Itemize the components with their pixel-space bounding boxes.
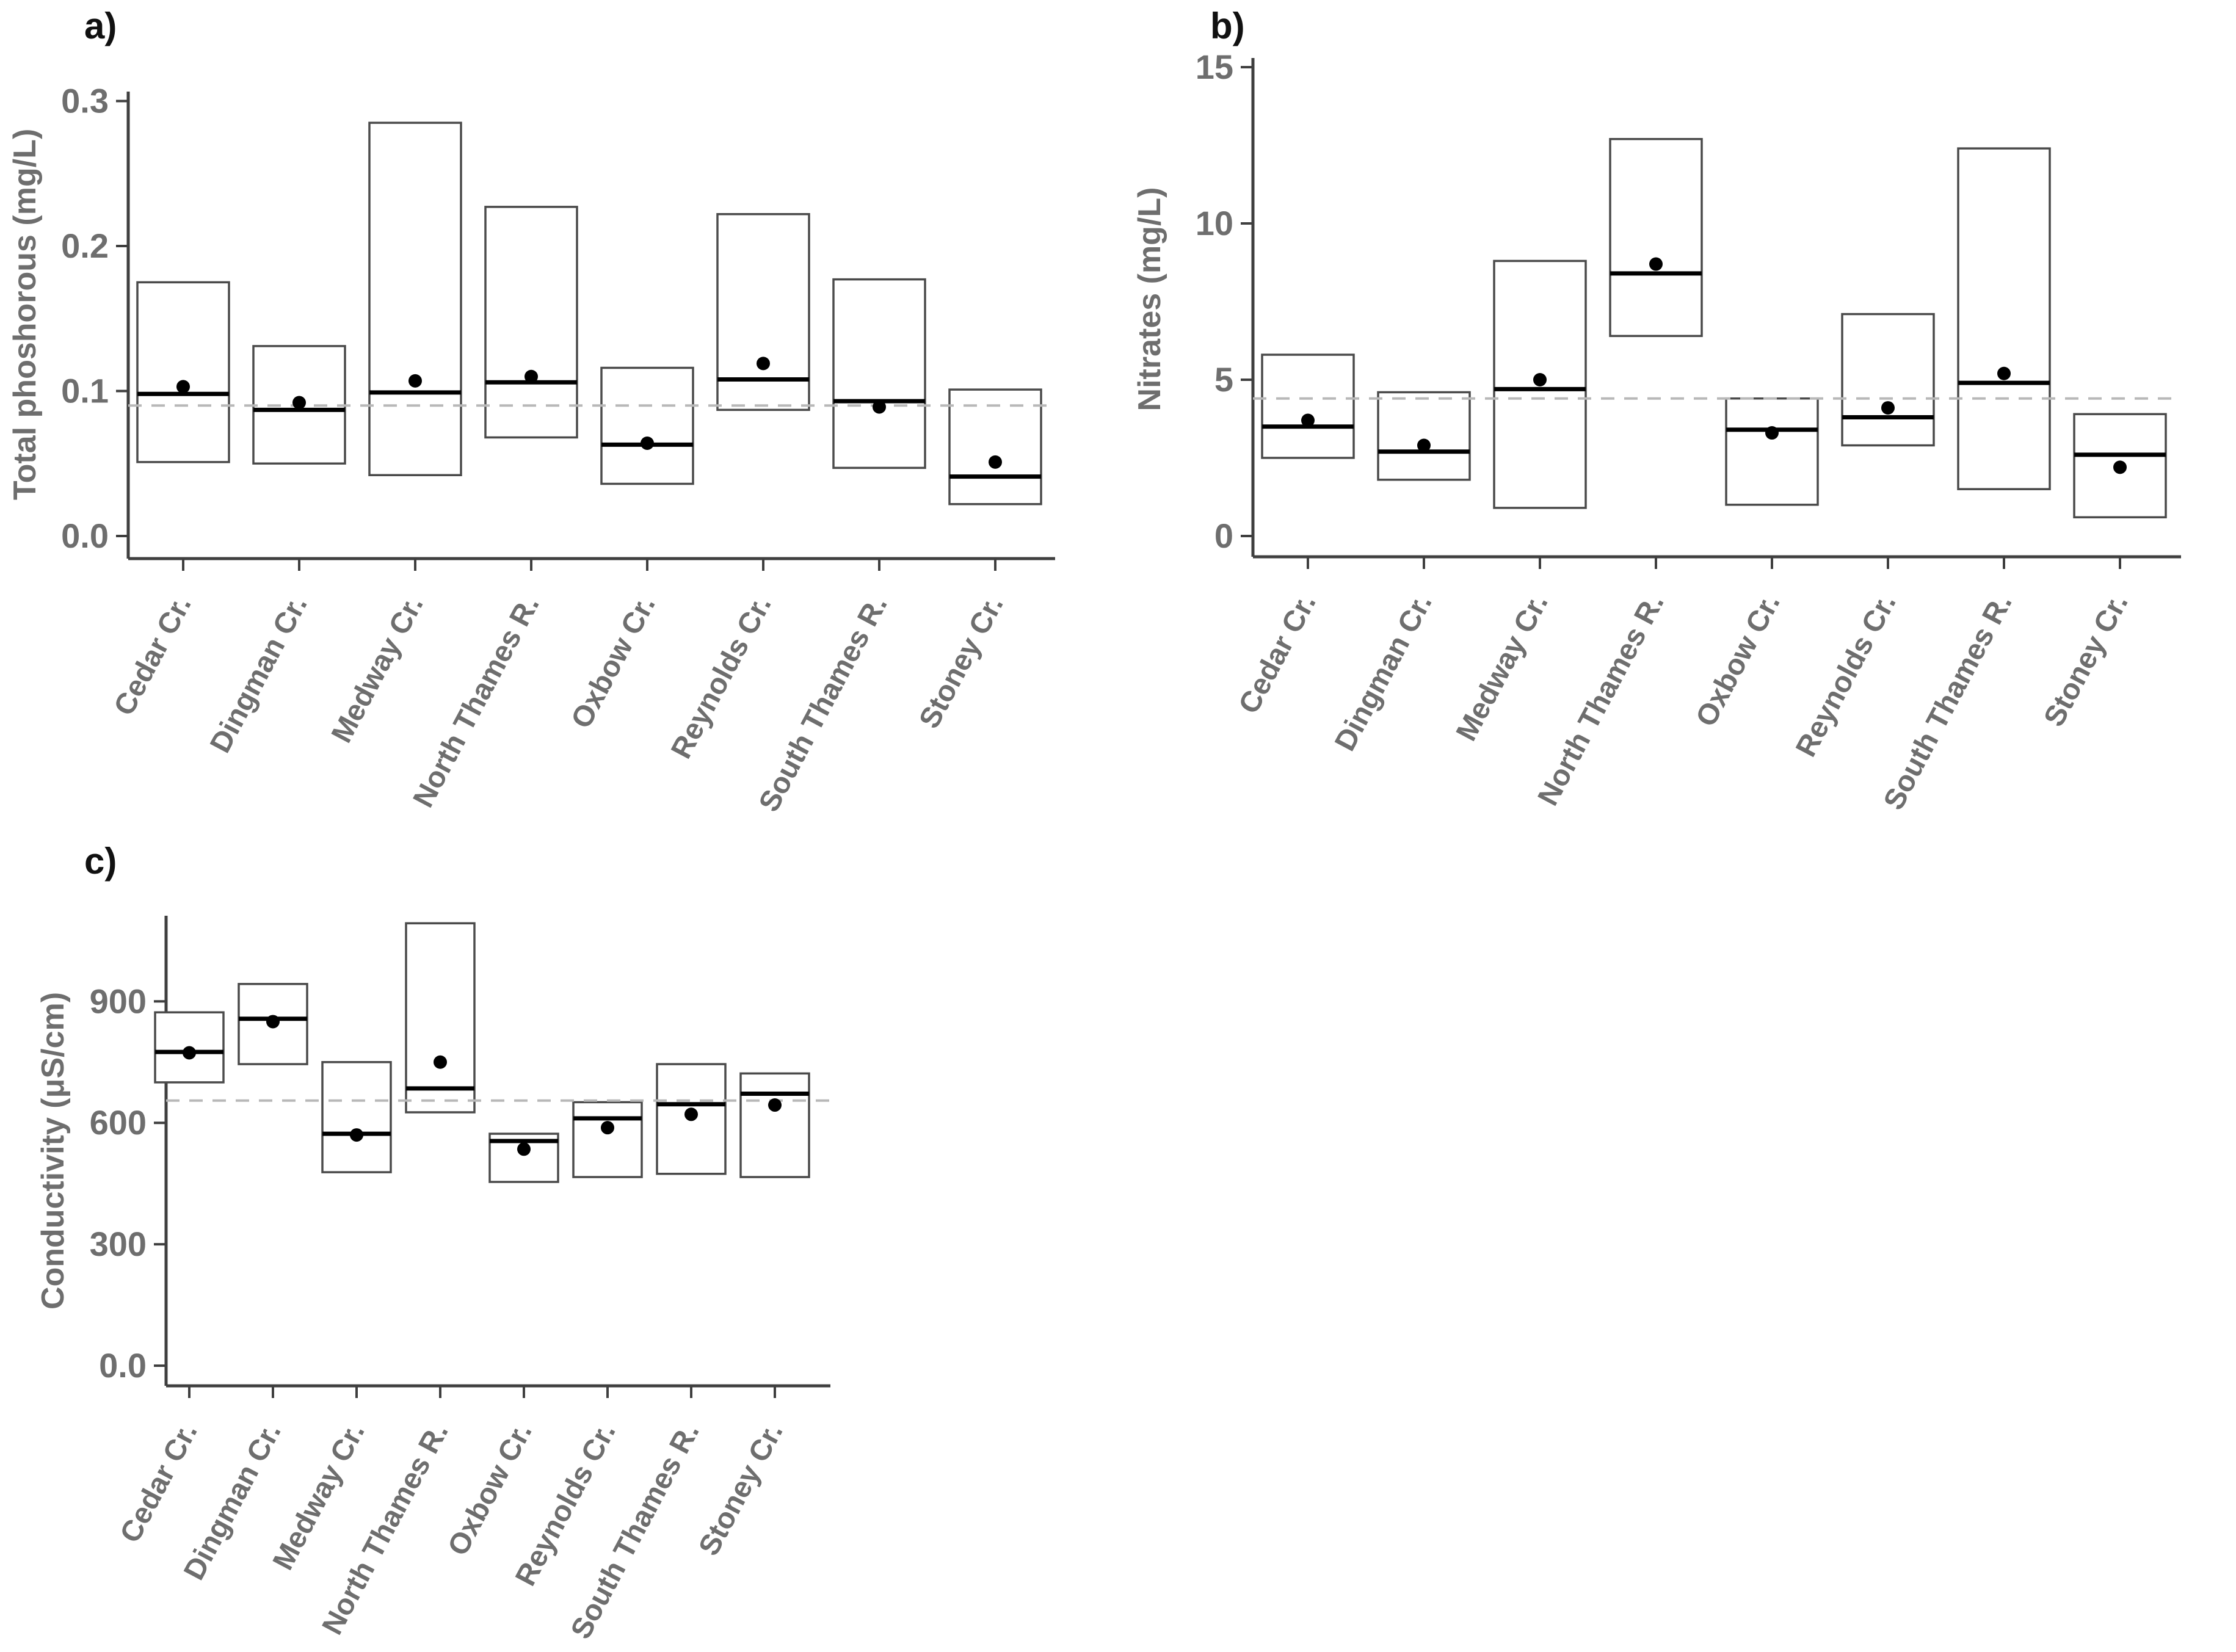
panel-total-phosphorous: a) 0.0 0.1 0.2 0.3 Total phoshorous (mg/L) Ce… [0,0,1117,830]
x-category-label: North Thames R. [1532,589,1671,811]
mean-dot [989,455,1002,469]
x-category-label: Cedar Cr. [1233,589,1323,719]
x-category-label: Reynolds Cr. [665,590,778,764]
mean-dot [1997,366,2011,380]
x-category-label: Reynolds Cr. [1790,589,1903,762]
range-box [238,983,308,1065]
range-box [600,366,694,485]
panel-label-b: b) [1210,5,1245,46]
range-box [739,1072,810,1178]
y-tick-label: 0.2 [61,226,109,265]
x-category-label: South Thames R. [1878,589,2019,815]
mean-dot [266,1015,280,1029]
mean-dot [1881,401,1895,415]
mean-dot [434,1055,447,1069]
mean-dot [768,1098,782,1112]
panel-nitrates: b) 0 5 10 15 Nitrates (mg/L) Cedar Cr. Dingman… [1117,0,2236,830]
x-category-label: Dingman Cr. [204,590,314,758]
x-category-label: Oxbow Cr. [441,1418,538,1560]
chart-a-total-phosphorous: 0.0 0.1 0.2 0.3 Total phoshorous (mg/L) Cedar… [7,82,1055,817]
y-tick-label: 0.0 [61,516,109,555]
x-category-label: Medway Cr. [1450,589,1555,746]
y-tick-label: 10 [1196,204,1233,242]
range-box [1609,138,1703,338]
mean-dot [183,1046,196,1060]
mean-dot [1417,438,1431,452]
mean-dot [1301,413,1315,427]
panel-conductivity: c) 0.0 300 600 900 Conductivity (μS/cm) Cedar… [0,830,1117,1652]
range-box [136,281,230,463]
mean-dot [1765,426,1779,440]
range-box [1493,259,1587,509]
y-axis-title: Conductivity (μS/cm) [35,992,71,1310]
x-category-label: Stoney Cr. [692,1418,789,1560]
y-tick-label: 600 [90,1103,147,1142]
mean-dot [757,357,770,371]
mean-dot [873,400,886,414]
x-category-label: South Thames R. [753,590,894,817]
x-category-label: Stoney Cr. [913,590,1009,733]
mean-dot [2113,460,2127,474]
mean-dot [517,1142,531,1156]
chart-b-nitrates: 0 5 10 15 Nitrates (mg/L) Cedar Cr. Dingman Cr… [1132,48,2181,815]
range-box [368,121,462,476]
range-box [1841,313,1935,447]
y-tick-label: 0 [1214,516,1233,555]
x-category-label: North Thames R. [407,590,546,813]
range-box [948,388,1042,505]
x-category-label: Cedar Cr. [114,1418,204,1548]
panel-label-c: c) [84,841,117,882]
mean-dot [1533,373,1547,386]
mean-dot [408,374,422,388]
range-box [321,1061,392,1173]
range-box [1377,391,1471,481]
range-box [484,206,578,439]
x-category-label: Oxbow Cr. [1690,589,1786,731]
panel-label-a: a) [84,5,117,46]
y-tick-label: 5 [1214,360,1233,399]
y-axis-title: Total phoshorous (mg/L) [7,129,43,501]
y-tick-label: 15 [1196,48,1233,86]
range-box [1725,397,1819,506]
y-tick-label: 0.0 [99,1346,147,1385]
range-box [405,922,476,1114]
mean-dot [292,396,306,410]
range-box [1261,353,1355,459]
y-axis-title: Nitrates (mg/L) [1132,187,1167,411]
x-category-label: Cedar Cr. [108,590,198,720]
x-category-label: Stoney Cr. [2038,589,2134,731]
mean-dot [1649,257,1663,271]
x-category-label: Dingman Cr. [1329,589,1439,756]
y-tick-label: 0.1 [61,372,109,410]
y-tick-label: 0.3 [61,82,109,120]
range-box [1957,147,2051,490]
mean-dot [350,1128,363,1142]
mean-dot [525,369,538,383]
chart-c-conductivity: 0.0 300 600 900 Conductivity (μS/cm) Cedar Cr… [35,916,830,1644]
range-box [572,1101,643,1178]
x-category-label: Oxbow Cr. [565,590,661,733]
mean-dot [641,437,654,450]
x-category-label: Medway Cr. [325,590,430,748]
range-box [832,278,926,469]
mean-dot [684,1107,698,1121]
mean-dot [176,380,190,394]
mean-dot [601,1121,614,1135]
y-tick-label: 300 [90,1225,147,1263]
range-box [716,213,810,411]
y-tick-label: 900 [90,982,147,1020]
